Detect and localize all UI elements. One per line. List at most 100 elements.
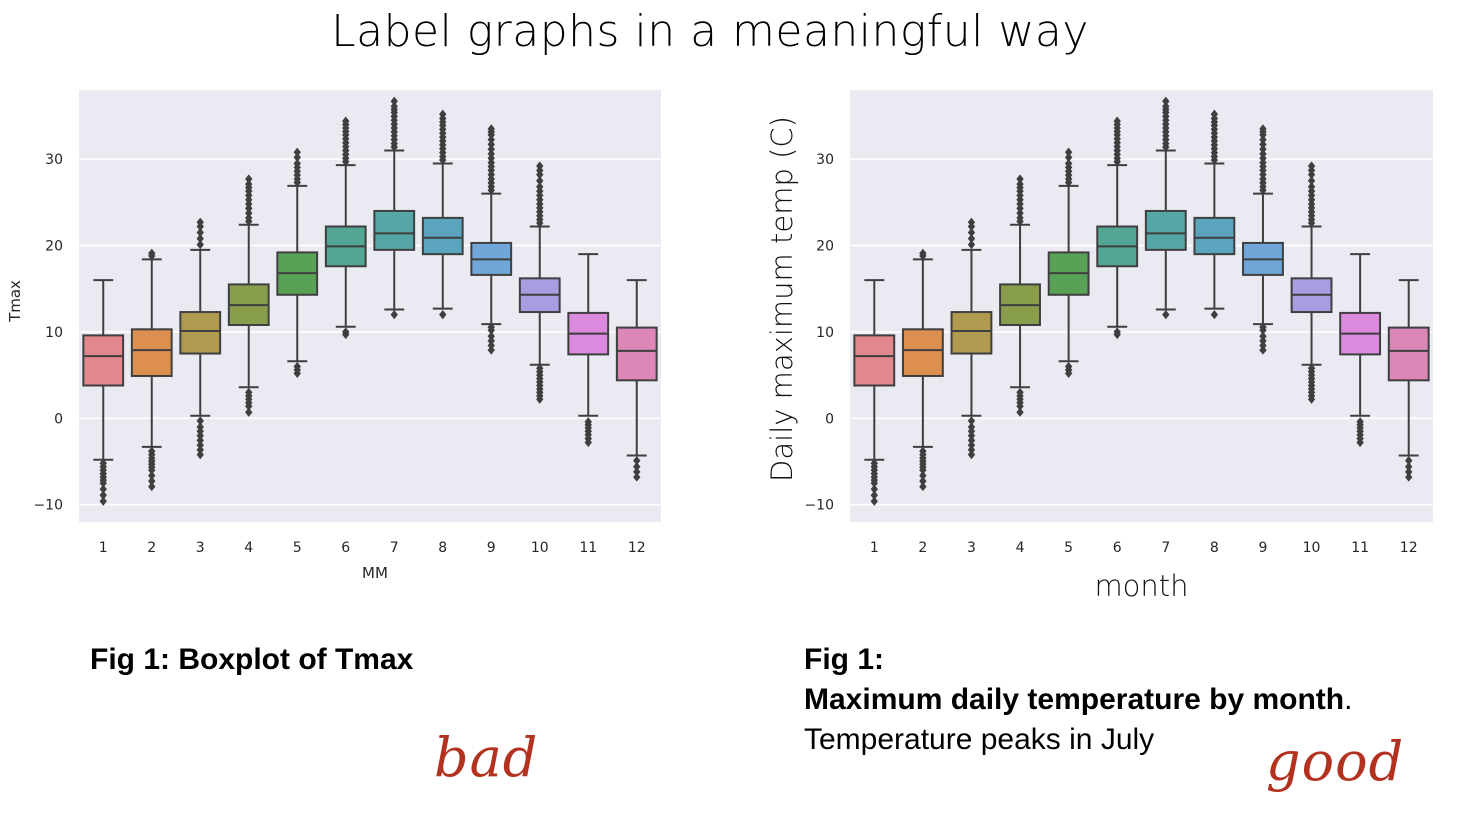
right-headline: Maximum daily temperature by month [804,683,1345,716]
outlier-point [487,149,495,159]
outlier-point [196,431,204,441]
outlier-point [487,325,495,335]
outlier-point [919,248,927,258]
x-tick-label: 2 [147,540,156,556]
left-caption: Fig 1: Boxplot of Tmax [90,640,413,680]
outlier-point [1405,456,1413,466]
x-tick-label: 4 [1016,540,1025,556]
right-x-tick-labels: 1 2 3 4 5 6 7 8 9 10 11 12 [870,540,1418,556]
left-gridlines [79,158,661,506]
outlier-point [148,465,156,475]
y-tick-label: −10 [33,498,63,514]
outlier-point [196,450,204,460]
outlier-point [1405,467,1413,477]
outlier-point [293,368,301,378]
x-tick-label: 11 [1351,540,1369,556]
outlier-point [487,135,495,145]
outlier-point [870,496,878,506]
y-tick-label: 0 [54,411,63,427]
outlier-point [1259,331,1267,341]
x-tick-label: 12 [628,540,646,556]
outlier-point [919,476,927,486]
y-tick-label: 30 [816,152,834,168]
outlier-point [1016,208,1024,218]
left-x-tick-labels: 1 2 3 4 5 6 7 8 9 10 11 12 [99,540,646,556]
x-tick-label: 5 [1064,540,1073,556]
outlier-point [536,182,544,192]
outlier-point [1064,152,1073,162]
iqr-box [1387,326,1430,382]
outlier-point [967,234,976,244]
box-month-4 [227,174,270,417]
outlier-point [487,144,495,154]
box-month-11 [1339,253,1382,448]
x-tick-label: 10 [531,540,549,556]
x-tick-label: 1 [870,540,879,556]
outlier-point [1259,340,1267,351]
outlier-point [1064,158,1073,169]
box-month-7 [373,96,416,320]
x-tick-label: 10 [1303,540,1321,556]
outlier-point [870,478,878,488]
outlier-point [342,116,350,126]
outlier-point [487,124,495,134]
outlier-point [1259,124,1267,134]
right-fig-label: Fig 1: [804,643,884,676]
right-plot-area [850,90,1433,522]
outlier-point [99,496,107,506]
left-y-tick-labels: −10 0 10 20 30 [33,152,63,514]
iqr-box [179,311,222,355]
right-x-axis-label: month [1094,569,1188,603]
right-y-tick-labels: −10 0 10 20 30 [804,152,834,514]
outlier-point [148,481,156,492]
outlier-point [293,152,301,162]
outlier-point [1259,325,1267,335]
outlier-point [919,471,927,481]
outlier-point [1307,182,1316,192]
outlier-point [196,435,204,445]
right-boxes [853,96,1430,506]
outlier-point [1016,213,1024,223]
outlier-point [99,484,107,494]
left-boxes [82,96,658,506]
outlier-point [1064,147,1073,157]
box-month-1 [82,279,125,506]
outlier-point [967,217,976,227]
x-tick-label: 7 [390,540,399,556]
box-month-6 [324,116,367,340]
outlier-point [148,471,156,481]
right-y-axis-label: Daily maximum temp (C) [765,116,799,482]
right-caption: Fig 1: Maximum daily temperature by mont… [804,640,1352,760]
outlier-point [1016,401,1024,411]
outlier-point [967,227,976,238]
outlier-point [919,481,927,492]
box-month-8 [421,109,464,320]
outlier-point [536,176,544,186]
outlier-point [390,96,398,106]
y-tick-label: −10 [804,498,834,514]
y-tick-label: 30 [45,152,63,168]
outlier-point [1162,310,1170,320]
outlier-point [245,407,253,417]
right-gridlines [850,158,1433,506]
iqr-box [1144,209,1187,251]
outlier-point [245,401,253,411]
outlier-point [1016,174,1024,184]
iqr-box [950,311,993,355]
outlier-point [967,416,976,426]
y-tick-label: 0 [825,411,834,427]
iqr-box [615,326,658,382]
outlier-point [1405,462,1413,472]
outlier-point [245,208,253,218]
box-month-11 [567,253,610,448]
x-tick-label: 3 [196,540,205,556]
outlier-point [245,174,253,184]
box-month-10 [1290,161,1333,404]
x-tick-label: 3 [967,540,976,556]
x-tick-label: 9 [487,540,496,556]
outlier-point [967,435,976,445]
outlier-point [293,147,301,157]
outlier-point [1307,176,1316,186]
